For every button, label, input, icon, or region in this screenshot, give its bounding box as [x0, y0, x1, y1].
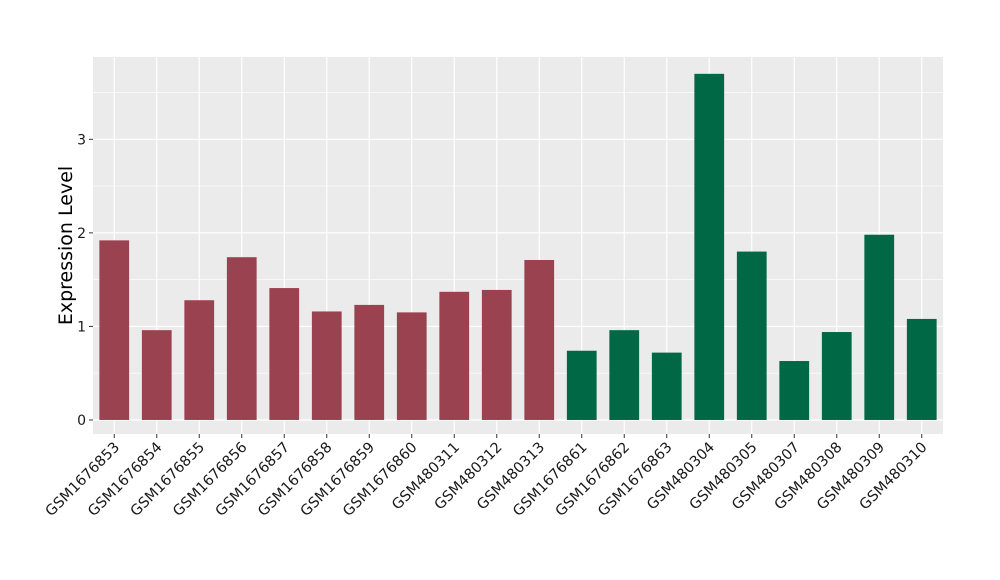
x-tick-label: GSM1676855 — [128, 440, 208, 520]
bar-GSM1676853 — [99, 240, 130, 420]
bar-GSM480308 — [821, 332, 852, 420]
x-tick-label: GSM1676863 — [595, 440, 675, 520]
x-tick-label: GSM1676853 — [43, 440, 123, 520]
bar-GSM1676861 — [566, 350, 597, 420]
y-axis: 0 1 2 3 — [77, 132, 93, 429]
y-tick-label: 2 — [77, 226, 86, 242]
bar-GSM480313 — [524, 260, 555, 420]
bar-GSM1676856 — [226, 257, 257, 420]
x-tick-label: GSM1676859 — [298, 440, 378, 520]
y-tick-label: 3 — [77, 132, 86, 148]
bar-GSM1676860 — [396, 312, 427, 420]
bar-GSM480311 — [439, 291, 470, 420]
bar-GSM1676854 — [141, 330, 172, 420]
bar-GSM480312 — [481, 289, 512, 420]
y-axis-title: Expression Level — [55, 166, 77, 325]
bar-GSM480309 — [864, 234, 895, 420]
y-tick-label: 1 — [77, 319, 86, 335]
bar-GSM480305 — [736, 251, 767, 420]
x-tick-label: GSM1676857 — [213, 440, 293, 520]
bar-GSM1676855 — [184, 300, 215, 420]
x-axis: GSM1676853GSM1676854GSM1676855GSM1676856… — [43, 434, 931, 520]
x-tick-label: GSM1676854 — [85, 440, 165, 520]
bar-GSM1676863 — [651, 352, 682, 420]
bar-GSM480304 — [694, 73, 725, 420]
x-tick-label: GSM1676860 — [340, 440, 420, 520]
y-tick-label: 0 — [77, 413, 86, 429]
bar-GSM1676857 — [269, 288, 300, 420]
bars — [99, 73, 937, 420]
bar-GSM480310 — [906, 318, 937, 420]
plot-panel — [93, 57, 943, 434]
bar-GSM1676858 — [311, 311, 342, 420]
bar-GSM480307 — [779, 361, 810, 420]
bar-GSM1676862 — [609, 330, 640, 420]
x-tick-label: GSM1676858 — [255, 440, 335, 520]
bar-GSM1676859 — [354, 304, 385, 420]
x-tick-label: GSM1676861 — [510, 440, 590, 520]
x-tick-label: GSM1676862 — [553, 440, 633, 520]
x-tick-label: GSM1676856 — [170, 440, 250, 520]
